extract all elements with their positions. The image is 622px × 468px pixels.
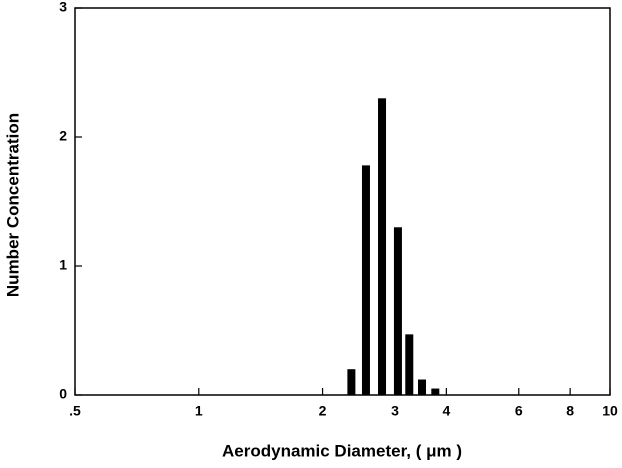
x-tick-label: 4 bbox=[442, 403, 450, 419]
x-tick-label: 8 bbox=[566, 403, 574, 419]
x-tick-label: .5 bbox=[69, 403, 81, 419]
bar bbox=[418, 379, 427, 395]
x-tick-label: 10 bbox=[602, 403, 618, 419]
x-tick-label: 6 bbox=[515, 403, 523, 419]
x-axis-title: Aerodynamic Diameter, ( μm ) bbox=[222, 441, 462, 460]
y-tick-label: 3 bbox=[59, 0, 67, 15]
bar bbox=[393, 227, 402, 395]
y-tick-label: 0 bbox=[59, 386, 67, 402]
bar bbox=[405, 334, 414, 395]
bar bbox=[431, 388, 440, 395]
x-tick-label: 1 bbox=[195, 403, 203, 419]
bar bbox=[378, 98, 387, 396]
y-tick-label: 1 bbox=[59, 257, 67, 273]
y-tick-label: 2 bbox=[59, 128, 67, 144]
x-tick-label: 3 bbox=[391, 403, 399, 419]
plot-frame bbox=[74, 7, 611, 396]
bar bbox=[361, 165, 370, 395]
y-axis-title: Number Concentration bbox=[3, 113, 22, 297]
x-tick-label: 2 bbox=[319, 403, 327, 419]
bar bbox=[347, 369, 356, 395]
